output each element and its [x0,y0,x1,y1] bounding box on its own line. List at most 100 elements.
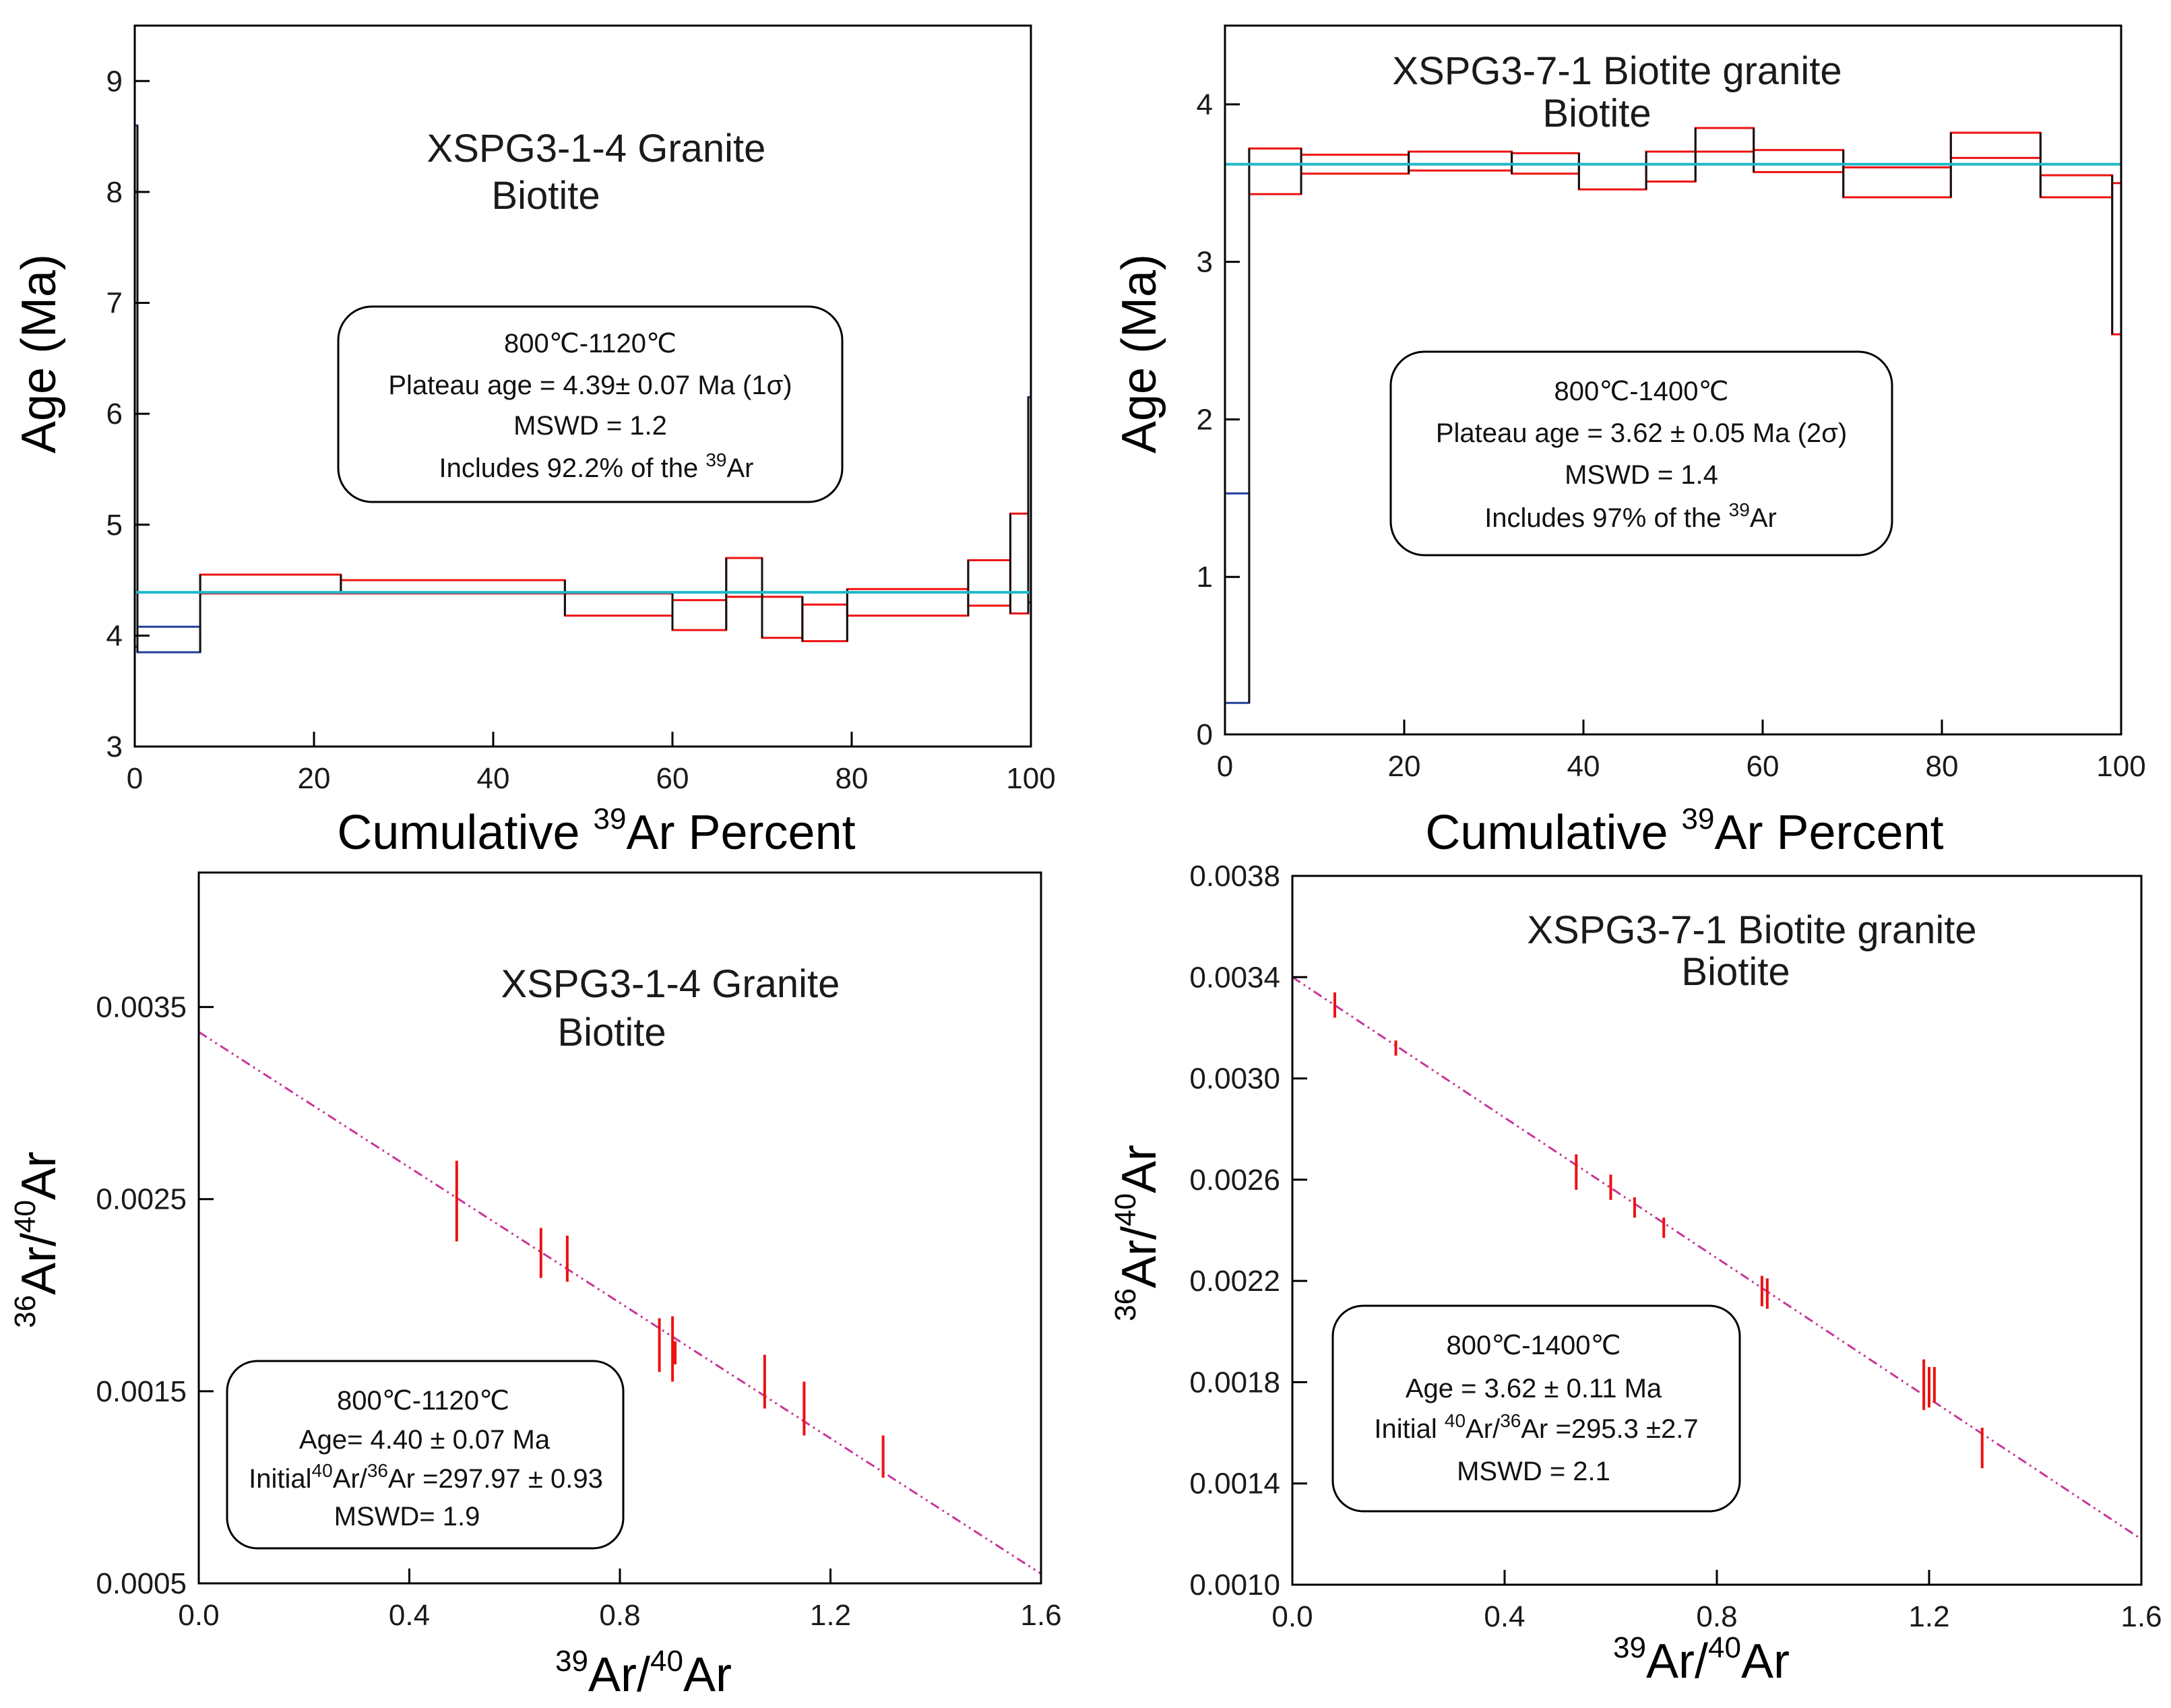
chart3-info-temp: 800℃-1120℃ [337,1386,509,1416]
chart1-marks [133,124,1032,654]
chart1-ytick-label: 4 [106,619,123,652]
chart2-ytick-label: 4 [1197,88,1213,121]
chart3-title-line2: Biotite [557,1011,666,1054]
chart3-info-initial-sup1: 40 [312,1460,333,1481]
chart4-ytick-label: 0.0034 [1189,961,1280,994]
chart3-info-initial-mid: Ar/ [333,1464,368,1494]
chart4-info-initial-sup2: 36 [1500,1410,1521,1431]
chart4-ylabel-sup2: 40 [1109,1193,1142,1226]
chart2-ytick-label: 0 [1197,718,1213,751]
chart4-info-temp: 800℃-1400℃ [1447,1331,1621,1360]
chart2-info-includes: Includes 97% of the 39Ar [1484,499,1777,533]
chart3-ylabel-sup2: 40 [9,1200,42,1233]
chart3-isochron-line [198,1031,1042,1575]
chart1-step [725,557,763,598]
chart1-xtick-label: 60 [656,762,689,795]
chart2-info-includes-tail: Ar [1750,503,1777,533]
chart2-ticks: 0 20 40 60 80 100 0 1 2 3 4 [1197,88,2146,783]
chart1-xtick-label: 0 [127,762,143,795]
chart4-xlabel-tail: Ar [1741,1635,1790,1688]
chart2-info-box: 800℃-1400℃ Plateau age = 3.62 ± 0.05 Ma … [1389,350,1893,557]
chart4-ticks: 0.0 0.4 0.8 1.2 1.6 0.0010 0.0014 0.0018 0.0022 0… [1189,860,2162,1633]
chart1-step [136,625,201,654]
chart2-xtick-label: 80 [1926,750,1959,783]
chart1-xlabel-main: Cumulative [337,806,593,860]
chart2-step [1645,150,1697,183]
chart3-ytick-label: 0.0015 [96,1375,187,1408]
chart2-title-line1: XSPG3-7-1 Biotite granite [1392,49,1842,93]
chart2-xtick-label: 20 [1388,750,1421,783]
chart4-title-line2: Biotite [1681,950,1790,994]
chart2-step [1753,149,1845,173]
chart4-info-box: 800℃-1400℃ Age = 3.62 ± 0.11 Ma Initial … [1331,1304,1741,1513]
chart2-step [2039,174,2114,199]
chart3-ticks: 0.0 0.4 0.8 1.2 1.6 0.0005 0.0015 0.0025 0.0035 [96,991,1061,1632]
chart1-step [671,599,728,631]
chart3-info-frame [226,1360,625,1550]
chart1-step [563,592,674,617]
chart4-xlabel-mid: Ar/ [1646,1635,1708,1688]
chart1-ytick-label: 3 [106,730,123,763]
chart4-ylabel-sup1: 36 [1109,1288,1142,1321]
chart1-ytick-label: 7 [106,287,123,320]
chart2-frame [1224,24,2122,736]
chart2-xlabel-main: Cumulative [1425,806,1681,860]
chart-isochron-xspg3-7-1: 0.0 0.4 0.8 1.2 1.6 0.0010 0.0014 0.0018 0.0022 0… [1109,860,2162,1688]
chart2-step [1949,131,2042,159]
chart-isochron-xspg3-1-4: 0.0 0.4 0.8 1.2 1.60.00050.00150.00250.0035 … [9,871,1062,1702]
chart3-ylabel-mid: Ar/ [12,1233,66,1295]
chart1-info-includes-text: Includes 92.2% of the [439,453,706,483]
chart1-title-line2: Biotite [491,174,600,218]
chart4-xtick-label: 0.8 [1696,1600,1737,1633]
chart2-ylabel: Age (Ma) [1112,254,1166,453]
chart2-step [1577,163,1647,191]
chart2-step [1248,147,1302,195]
chart2-ytick-label: 2 [1197,403,1213,436]
chart4-ytick-label: 0.0018 [1189,1366,1280,1399]
chart3-ylabel-tail: Ar [12,1151,66,1200]
chart1-xlabel-sup: 39 [594,802,627,835]
chart2-marks [1224,127,2122,704]
chart2-info-includes-sup: 39 [1729,499,1750,520]
chart4-info-initial-mid: Ar/ [1466,1414,1501,1444]
chart4-xlabel-sup1: 39 [1613,1631,1646,1664]
chart3-info-initial-text: Initial [249,1464,311,1494]
chart3-marks [198,1031,1042,1575]
chart3-info-mswd: MSWD= 1.9 [334,1502,480,1531]
chart4-ylabel-tail: Ar [1112,1145,1166,1193]
chart4-xtick-label: 1.2 [1908,1600,1949,1633]
chart3-ylabel-sup1: 36 [9,1295,42,1328]
chart4-xlabel: 39Ar/40Ar [1613,1631,1790,1688]
chart1-info-temp: 800℃-1120℃ [504,329,677,358]
chart1-step [199,573,342,595]
chart2-info-temp: 800℃-1400℃ [1554,377,1729,406]
chart1-info-includes-tail: Ar [726,453,753,483]
chart2-info-plateau: Plateau age = 3.62 ± 0.05 Ma (2σ) [1436,418,1847,448]
chart4-info-initial-tail: Ar =295.3 ±2.7 [1521,1414,1698,1444]
chart3-info-initial-sup2: 36 [367,1460,388,1481]
chart2-step [1408,150,1513,172]
chart1-ytick-label: 5 [106,509,123,542]
chart4-info-initial: Initial 40Ar/36Ar =295.3 ±2.7 [1374,1410,1698,1444]
chart3-xtick-label: 0.4 [389,1599,430,1632]
chart1-title-line1: XSPG3-1-4 Granite [427,127,766,170]
chart2-step [2111,182,2122,336]
chart4-info-initial-sup1: 40 [1445,1410,1466,1431]
chart3-ylabel: 36Ar/40Ar [9,1151,66,1328]
chart4-ytick-label: 0.0010 [1189,1569,1280,1602]
chart3-info-age: Age= 4.40 ± 0.07 Ma [299,1425,550,1455]
chart1-info-includes-sup: 39 [705,449,726,470]
chart2-xlabel-tail: Ar Percent [1714,806,1943,860]
chart1-info-includes: Includes 92.2% of the 39Ar [439,449,754,483]
chart2-info-frame [1389,350,1893,557]
chart3-info-box: 800℃-1120℃ Age= 4.40 ± 0.07 Ma Initial40… [226,1360,625,1550]
chart3-xlabel: 39Ar/40Ar [555,1645,732,1702]
chart4-info-age: Age = 3.62 ± 0.11 Ma [1406,1374,1662,1403]
chart1-ylabel: Age (Ma) [12,254,66,453]
chart1-xtick-label: 40 [477,762,510,795]
chart3-xlabel-mid: Ar/ [588,1648,650,1702]
chart1-xtick-label: 100 [1006,762,1055,795]
chart4-xtick-label: 0.0 [1271,1600,1313,1633]
chart3-xtick-label: 0.0 [178,1599,219,1632]
chart2-ytick-label: 1 [1197,561,1213,594]
